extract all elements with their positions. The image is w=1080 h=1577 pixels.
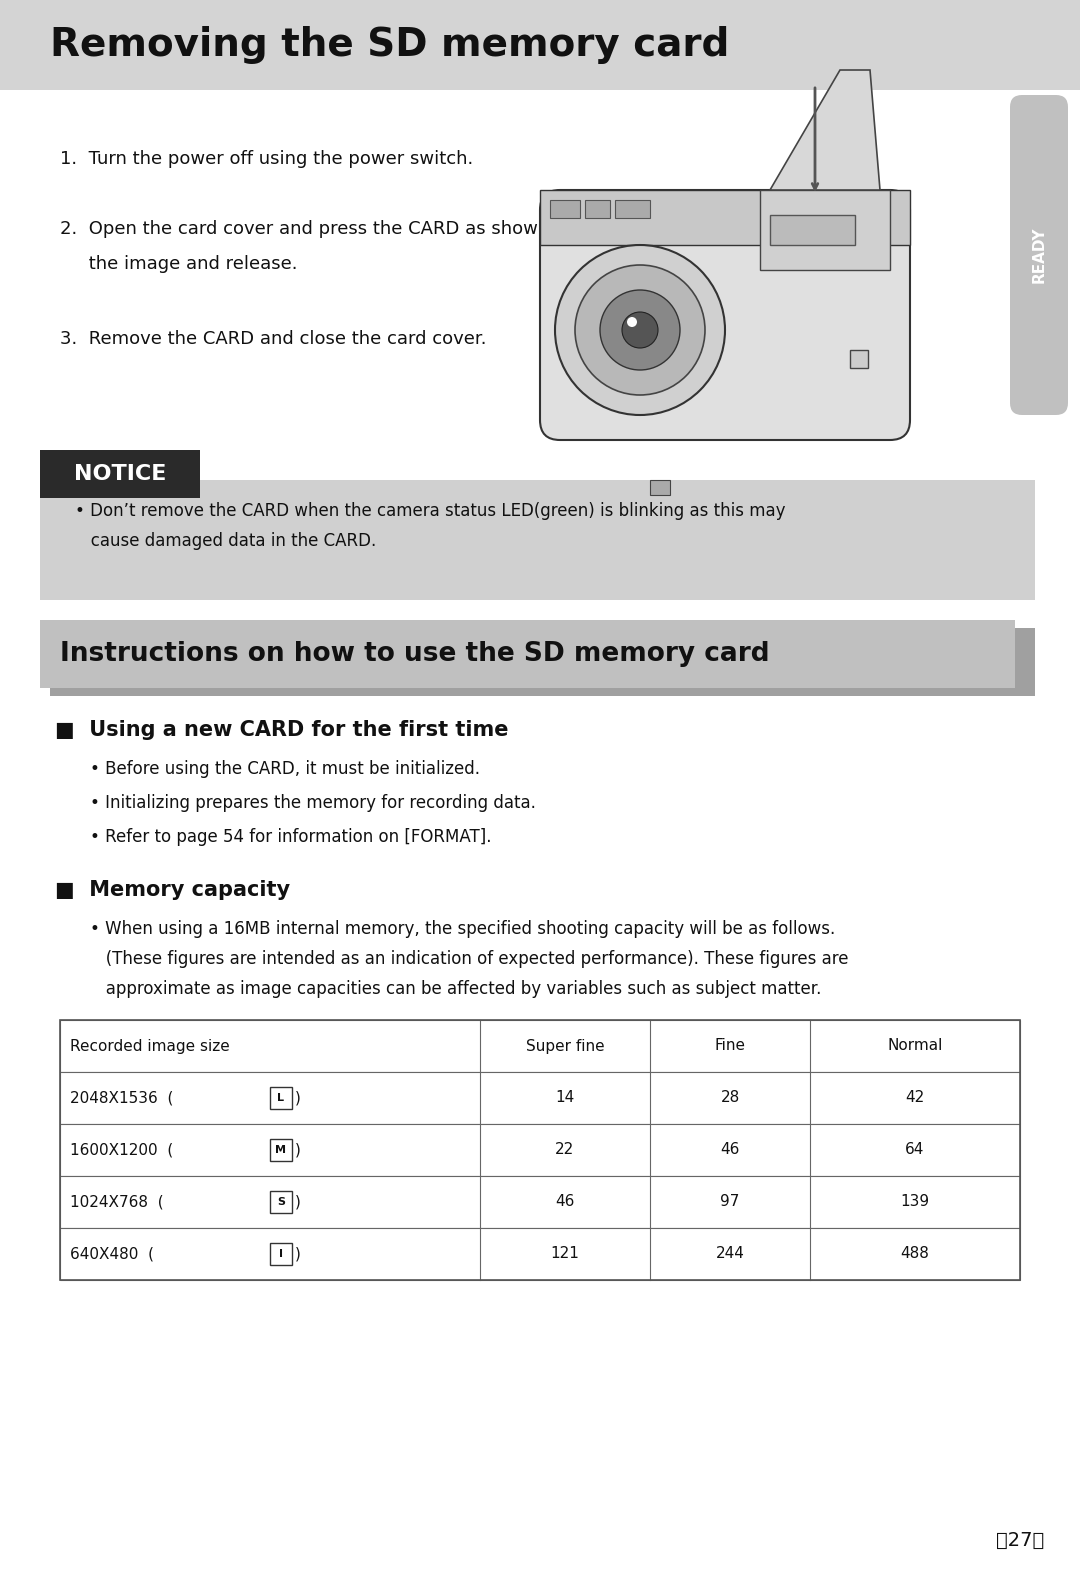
Polygon shape [270, 1243, 292, 1265]
Circle shape [555, 244, 725, 415]
Text: 1.  Turn the power off using the power switch.: 1. Turn the power off using the power sw… [60, 150, 473, 169]
Circle shape [627, 317, 637, 326]
Text: ): ) [295, 1142, 301, 1158]
Text: (These figures are intended as an indication of expected performance). These fig: (These figures are intended as an indica… [90, 949, 849, 968]
Text: 28: 28 [720, 1091, 740, 1105]
Circle shape [622, 312, 658, 349]
Polygon shape [615, 200, 650, 218]
Polygon shape [60, 1072, 1020, 1124]
Text: 3.  Remove the CARD and close the card cover.: 3. Remove the CARD and close the card co… [60, 330, 486, 349]
Text: 42: 42 [905, 1091, 924, 1105]
Polygon shape [60, 1124, 1020, 1176]
Text: 1600X1200  (: 1600X1200 ( [70, 1142, 178, 1158]
Text: I: I [279, 1249, 283, 1258]
Polygon shape [270, 1191, 292, 1213]
Text: 22: 22 [555, 1142, 575, 1158]
Text: Normal: Normal [888, 1039, 943, 1053]
Polygon shape [540, 189, 910, 244]
Text: 46: 46 [720, 1142, 740, 1158]
Text: 64: 64 [905, 1142, 924, 1158]
Text: • Don’t remove the CARD when the camera status LED(green) is blinking as this ma: • Don’t remove the CARD when the camera … [75, 501, 785, 520]
Polygon shape [270, 1139, 292, 1161]
FancyBboxPatch shape [1010, 95, 1068, 415]
Text: READY: READY [1031, 227, 1047, 284]
Text: the image and release.: the image and release. [60, 255, 297, 273]
Text: ■  Using a new CARD for the first time: ■ Using a new CARD for the first time [55, 721, 509, 740]
Text: 2048X1536  (: 2048X1536 ( [70, 1091, 178, 1105]
Polygon shape [270, 1087, 292, 1109]
Text: 《27》: 《27》 [996, 1531, 1044, 1550]
Text: • When using a 16MB internal memory, the specified shooting capacity will be as : • When using a 16MB internal memory, the… [90, 919, 835, 938]
Polygon shape [770, 69, 880, 189]
Text: Fine: Fine [715, 1039, 745, 1053]
Polygon shape [60, 1020, 1020, 1072]
Polygon shape [650, 479, 670, 495]
Text: ): ) [295, 1246, 301, 1262]
Polygon shape [550, 200, 580, 218]
Text: 640X480  (: 640X480 ( [70, 1246, 159, 1262]
Text: 2.  Open the card cover and press the CARD as shown in: 2. Open the card cover and press the CAR… [60, 221, 571, 238]
Text: 121: 121 [551, 1246, 580, 1262]
Text: • Refer to page 54 for information on [FORMAT].: • Refer to page 54 for information on [F… [90, 828, 491, 845]
Circle shape [600, 290, 680, 371]
Text: 46: 46 [555, 1194, 575, 1210]
Text: 244: 244 [716, 1246, 744, 1262]
Text: 97: 97 [720, 1194, 740, 1210]
Polygon shape [40, 620, 1015, 688]
Polygon shape [770, 214, 855, 244]
Text: 488: 488 [901, 1246, 930, 1262]
Text: Removing the SD memory card: Removing the SD memory card [50, 25, 729, 65]
Polygon shape [0, 0, 1080, 90]
Text: ): ) [295, 1194, 301, 1210]
Text: ): ) [295, 1091, 301, 1105]
Text: • Before using the CARD, it must be initialized.: • Before using the CARD, it must be init… [90, 760, 480, 777]
Text: S: S [276, 1197, 285, 1206]
Polygon shape [585, 200, 610, 218]
Polygon shape [40, 449, 200, 498]
Text: M: M [275, 1145, 286, 1154]
Text: Recorded image size: Recorded image size [70, 1039, 230, 1053]
Text: 14: 14 [555, 1091, 575, 1105]
Polygon shape [40, 479, 1035, 599]
Text: Instructions on how to use the SD memory card: Instructions on how to use the SD memory… [60, 640, 770, 667]
Text: Super fine: Super fine [526, 1039, 605, 1053]
Text: approximate as image capacities can be affected by variables such as subject mat: approximate as image capacities can be a… [90, 979, 822, 998]
Text: ■  Memory capacity: ■ Memory capacity [55, 880, 291, 900]
Text: L: L [278, 1093, 284, 1102]
Polygon shape [850, 350, 868, 367]
Text: 1024X768  (: 1024X768 ( [70, 1194, 168, 1210]
Polygon shape [60, 1228, 1020, 1281]
Text: cause damaged data in the CARD.: cause damaged data in the CARD. [75, 531, 376, 550]
Circle shape [575, 265, 705, 394]
FancyBboxPatch shape [540, 189, 910, 440]
Text: • Initializing prepares the memory for recording data.: • Initializing prepares the memory for r… [90, 793, 536, 812]
Text: NOTICE: NOTICE [73, 464, 166, 484]
Text: 139: 139 [901, 1194, 930, 1210]
Polygon shape [60, 1176, 1020, 1228]
Polygon shape [50, 628, 1035, 695]
Polygon shape [760, 189, 890, 270]
